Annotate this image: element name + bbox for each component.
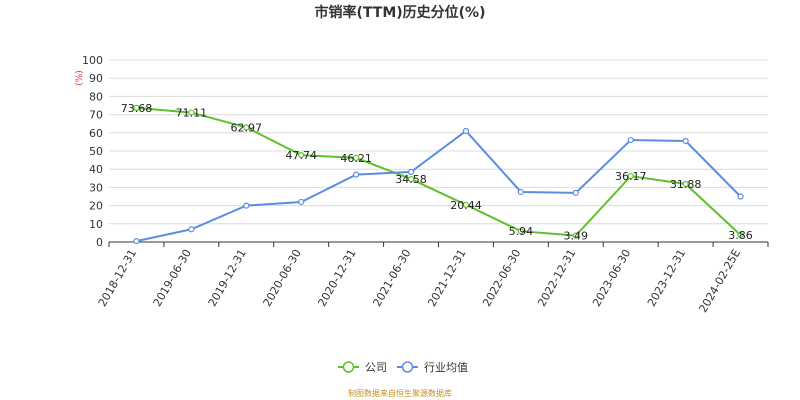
data-point[interactable] bbox=[627, 136, 634, 144]
y-tick-label: 50 bbox=[89, 145, 103, 158]
data-point[interactable] bbox=[462, 201, 470, 208]
data-point[interactable] bbox=[353, 171, 360, 178]
data-point[interactable] bbox=[407, 175, 415, 183]
data-point[interactable] bbox=[572, 232, 579, 239]
y-tick-label: 80 bbox=[89, 90, 103, 103]
x-tick-label: 2023-06-30 bbox=[590, 247, 633, 309]
data-point[interactable] bbox=[298, 152, 305, 159]
y-tick-label: 10 bbox=[89, 218, 103, 231]
legend-marker bbox=[401, 361, 414, 373]
data-label: 46.21 bbox=[340, 152, 372, 165]
y-tick-label: 40 bbox=[89, 163, 103, 176]
chart-title: 市销率(TTM)历史分位(%) bbox=[315, 4, 486, 21]
data-label: 47.74 bbox=[285, 149, 317, 162]
legend-marker bbox=[342, 361, 355, 373]
x-tick-label: 2023-12-31 bbox=[645, 247, 688, 309]
series-line-0 bbox=[136, 106, 742, 237]
legend-label: 行业均值 bbox=[424, 361, 468, 374]
data-labels: 73.68 71.11 62.97 47.74 46.21 34.58 20.44 5.94 3… bbox=[121, 102, 753, 243]
y-tick-label: 0 bbox=[96, 236, 103, 249]
x-tick-label: 2024-02-25E bbox=[696, 247, 743, 315]
data-point[interactable] bbox=[133, 104, 140, 112]
x-axis-ticks: 2018-12-31 2019-06-30 2019-12-31 2020-06-30… bbox=[96, 247, 743, 315]
data-label: 71.11 bbox=[176, 107, 208, 120]
x-tick-label: 2018-12-31 bbox=[96, 247, 139, 309]
data-point[interactable] bbox=[462, 127, 470, 135]
y-tick-label: 60 bbox=[89, 127, 103, 140]
y-axis-unit: (%) bbox=[75, 70, 85, 86]
data-point[interactable] bbox=[133, 237, 140, 245]
data-point[interactable] bbox=[682, 137, 689, 145]
legend-item-0[interactable]: 公司 bbox=[338, 361, 387, 374]
y-tick-label: 30 bbox=[89, 181, 103, 194]
legend-label: 公司 bbox=[365, 361, 387, 374]
x-tick-label: 2022-06-30 bbox=[480, 247, 523, 309]
legend-item-1[interactable]: 行业均值 bbox=[397, 361, 468, 374]
data-point[interactable] bbox=[353, 154, 360, 161]
series-layer bbox=[133, 104, 744, 245]
data-point[interactable] bbox=[298, 198, 305, 206]
data-point[interactable] bbox=[572, 189, 579, 196]
data-label: 3.86 bbox=[728, 229, 753, 242]
data-label: 31.88 bbox=[670, 178, 702, 191]
legend[interactable]: 公司 行业均值 bbox=[338, 361, 468, 374]
data-label: 20.44 bbox=[450, 199, 482, 212]
x-tick-label: 2020-06-30 bbox=[261, 247, 304, 309]
data-point[interactable] bbox=[627, 173, 634, 180]
x-axis bbox=[108, 241, 769, 247]
x-tick-label: 2019-12-31 bbox=[206, 247, 249, 309]
data-label: 5.94 bbox=[509, 225, 534, 238]
data-point[interactable] bbox=[188, 109, 195, 116]
source-note: 制图数据来自恒生聚源数据库 bbox=[348, 388, 452, 398]
x-tick-label: 2019-06-30 bbox=[151, 247, 194, 309]
x-tick-label: 2022-12-31 bbox=[535, 247, 578, 309]
data-point[interactable] bbox=[243, 202, 250, 209]
series-line-1 bbox=[136, 129, 742, 243]
data-label: 73.68 bbox=[121, 102, 153, 115]
y-tick-label: 20 bbox=[89, 200, 103, 213]
y-tick-label: 70 bbox=[89, 109, 103, 122]
y-tick-label: 90 bbox=[89, 72, 103, 85]
data-point[interactable] bbox=[517, 188, 524, 196]
data-label: 3.49 bbox=[564, 230, 589, 243]
x-tick-label: 2021-12-31 bbox=[425, 247, 468, 309]
data-point[interactable] bbox=[188, 226, 195, 233]
data-point[interactable] bbox=[737, 231, 744, 239]
y-axis-ticks: 0 10 20 30 40 50 60 70 80 90 100 bbox=[82, 54, 103, 249]
x-tick-label: 2020-12-31 bbox=[315, 247, 358, 309]
x-tick-label: 2021-06-30 bbox=[370, 247, 413, 309]
data-point[interactable] bbox=[407, 168, 415, 176]
y-tick-label: 100 bbox=[82, 54, 103, 67]
data-point[interactable] bbox=[682, 180, 689, 188]
data-point[interactable] bbox=[243, 124, 250, 131]
data-label: 36.17 bbox=[615, 170, 647, 183]
data-point[interactable] bbox=[737, 193, 744, 200]
data-label: 62.97 bbox=[231, 121, 263, 134]
data-point[interactable] bbox=[517, 228, 524, 235]
data-label: 34.58 bbox=[395, 173, 427, 186]
